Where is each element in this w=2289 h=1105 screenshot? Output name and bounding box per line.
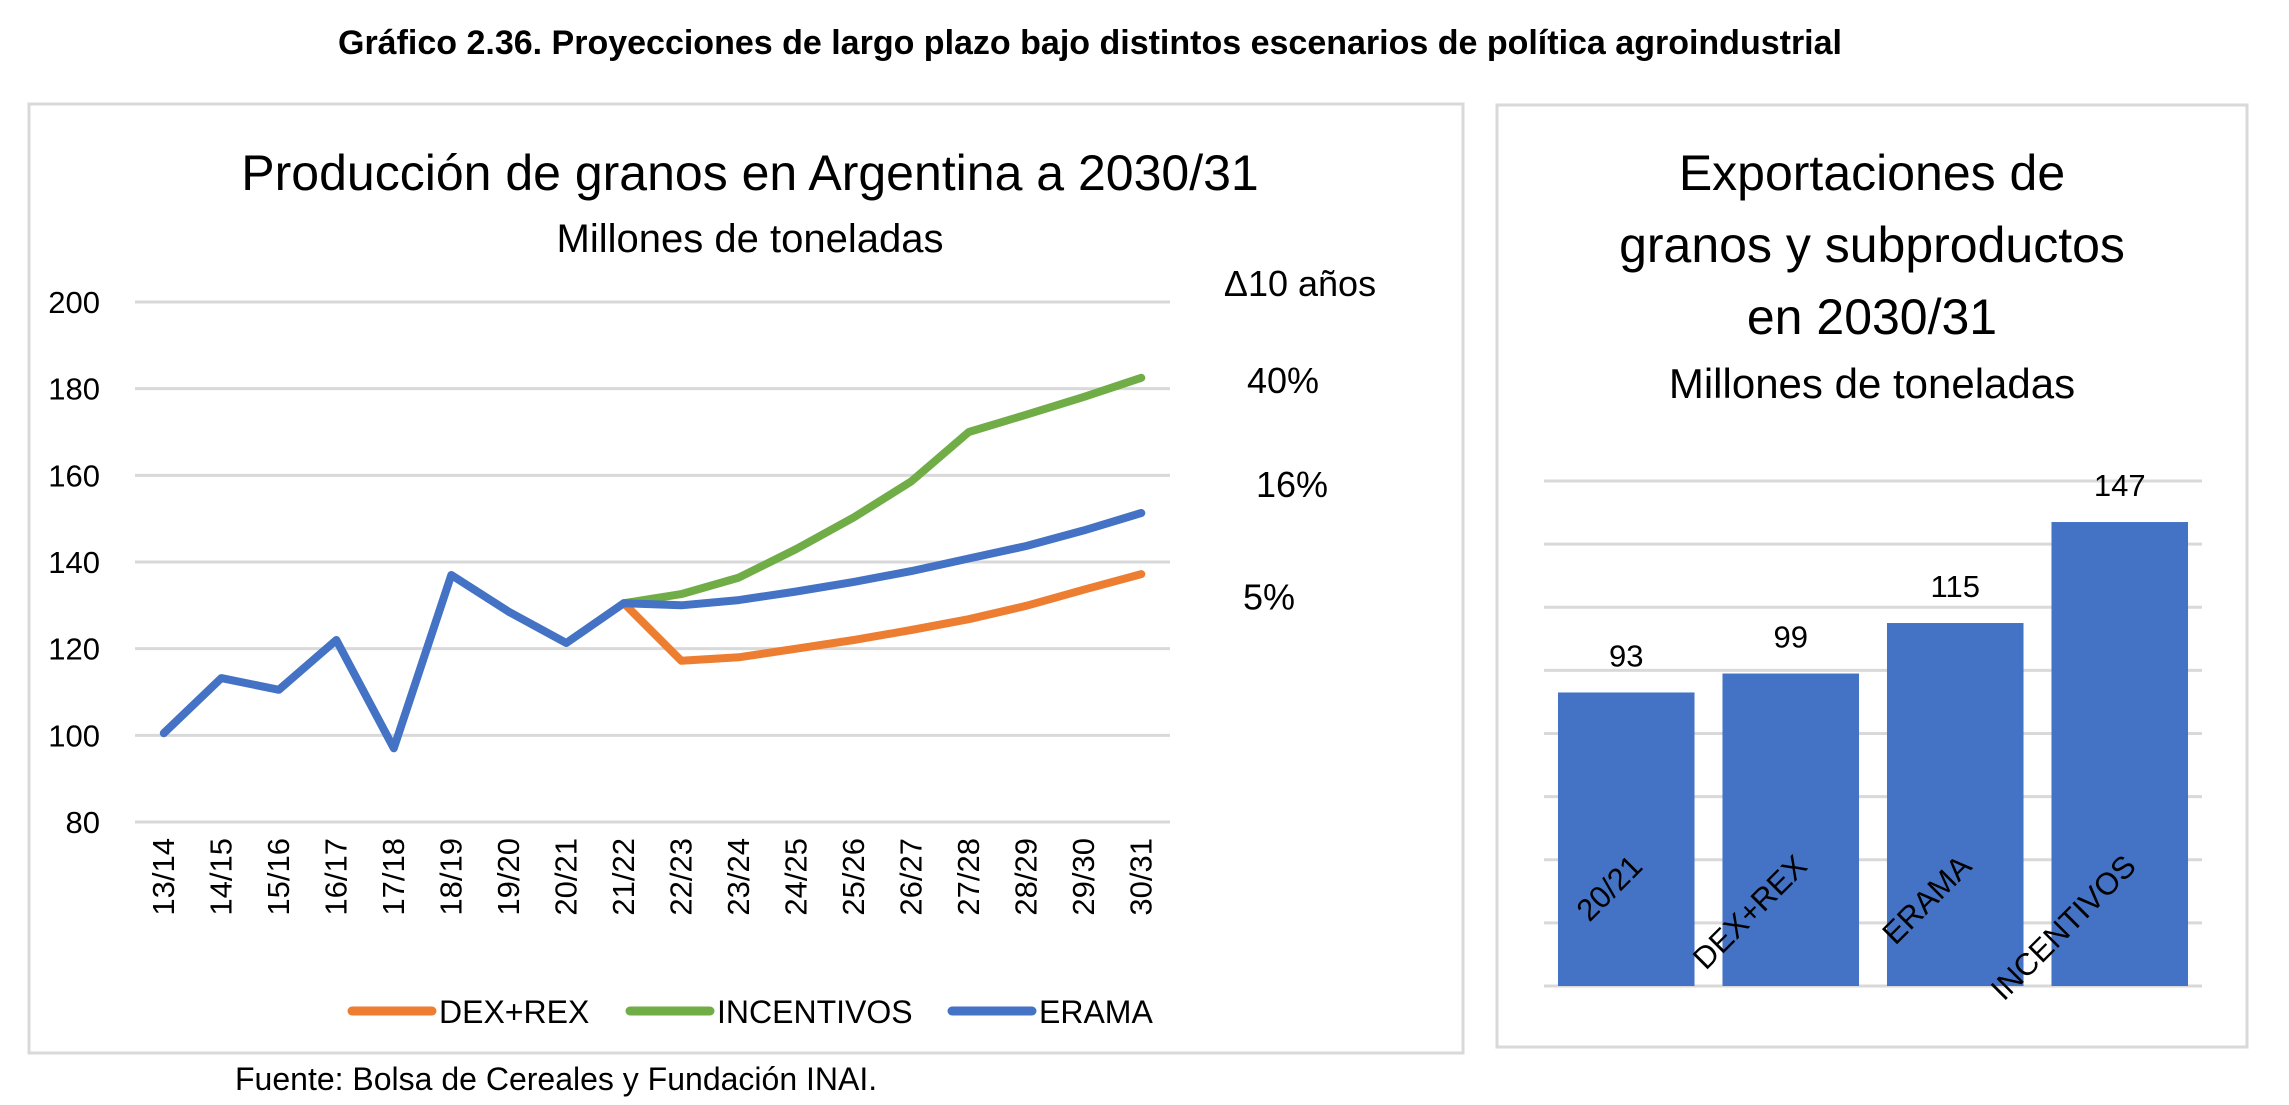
line-chart-title: Producción de granos en Argentina a 2030… [241, 145, 1258, 201]
bar-chart-subtitle: Millones de toneladas [1669, 360, 2075, 407]
x-tick-label: 21/22 [606, 838, 641, 916]
bar-20-21 [1557, 692, 1695, 986]
y-tick-label: 80 [66, 805, 100, 840]
line-chart-gridlines [135, 300, 1170, 824]
x-tick-label: 16/17 [318, 838, 353, 916]
y-tick-label: 160 [48, 458, 100, 493]
bar-data-label: 93 [1609, 638, 1643, 673]
bar-chart-data-labels: 93 99 115 147 [1609, 468, 2146, 673]
x-tick-label: 24/25 [778, 838, 813, 916]
line-chart-subtitle: Millones de toneladas [557, 217, 944, 261]
growth-label-erama: 16% [1256, 464, 1328, 505]
growth-label-incentivos: 40% [1247, 360, 1319, 401]
source-note: Fuente: Bolsa de Cereales y Fundación IN… [235, 1061, 877, 1097]
line-chart-panel: Producción de granos en Argentina a 2030… [27, 102, 1465, 1055]
x-tick-label: 13/14 [146, 838, 181, 916]
x-tick-label: 29/30 [1066, 838, 1101, 916]
x-tick-label: 25/26 [836, 838, 871, 916]
legend-label: DEX+REX [439, 994, 589, 1030]
delta-header-annotation: Δ10 años [1224, 263, 1376, 304]
bar-chart-panel: Exportaciones de granos y subproductos e… [1495, 103, 2249, 1049]
x-tick-label: 30/31 [1123, 838, 1158, 916]
legend-label: INCENTIVOS [717, 994, 913, 1030]
y-tick-label: 140 [48, 545, 100, 580]
bar-data-label: 147 [2094, 468, 2146, 503]
y-tick-label: 200 [48, 285, 100, 320]
y-tick-label: 120 [48, 632, 100, 667]
growth-label-dex-rex: 5% [1243, 577, 1295, 618]
bar-erama [1886, 623, 2024, 986]
x-tick-label: 26/27 [893, 838, 928, 916]
bar-data-label: 99 [1774, 620, 1808, 655]
x-tick-label: 15/16 [261, 838, 296, 916]
line-chart-x-axis: 13/14 14/15 15/16 16/17 17/18 18/19 19/20 20/21… [146, 838, 1159, 916]
x-tick-label: 28/29 [1008, 838, 1043, 916]
line-chart-border [27, 102, 1465, 1055]
x-tick-label: 23/24 [721, 838, 756, 916]
bar-chart-bars [1557, 522, 2189, 986]
bar-incentivos [2051, 522, 2189, 986]
x-tick-label: 27/28 [951, 838, 986, 916]
bar-chart-title-line-2: granos y subproductos [1619, 217, 2125, 273]
x-tick-label: 17/18 [376, 838, 411, 916]
x-tick-label: 14/15 [203, 838, 238, 916]
bar-chart-title-line-3: en 2030/31 [1747, 289, 1997, 345]
bar-dex-rex [1722, 673, 1860, 986]
y-tick-label: 180 [48, 372, 100, 407]
series-line-incentivos [619, 373, 1146, 608]
series-line-dex-rex [619, 570, 1146, 665]
x-tick-label: 20/21 [548, 838, 583, 916]
y-tick-label: 100 [48, 718, 100, 753]
line-chart-y-axis: 80 100 120 140 160 180 200 [48, 285, 100, 840]
series-line-erama [159, 509, 1146, 753]
growth-annotations: 40% 16% 5% [1243, 360, 1328, 618]
x-tick-label: 18/19 [433, 838, 468, 916]
legend-label: ERAMA [1039, 994, 1153, 1030]
line-chart-legend: DEX+REX INCENTIVOS ERAMA [347, 994, 1153, 1030]
bar-data-label: 115 [1931, 569, 1980, 604]
line-chart-series [159, 373, 1146, 753]
x-tick-label: 22/23 [663, 838, 698, 916]
figure-title: Gráfico 2.36. Proyecciones de largo plaz… [338, 24, 1842, 62]
x-tick-label: 19/20 [491, 838, 526, 916]
bar-chart-title-line-1: Exportaciones de [1679, 145, 2065, 201]
